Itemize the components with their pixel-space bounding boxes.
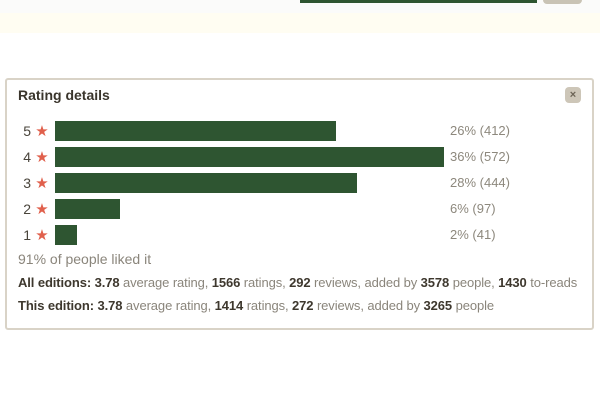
rating-rank: 2 [23, 201, 31, 217]
stat-text: average rating, [122, 298, 215, 313]
stat-value: 1430 [498, 275, 527, 290]
star-icon: ★ [35, 200, 49, 218]
stat-text: people, [449, 275, 499, 290]
star-icon: ★ [35, 148, 49, 166]
liked-summary: 91% of people liked it [18, 251, 152, 267]
rating-bar [55, 173, 358, 193]
cutoff-button-remnant [543, 0, 582, 4]
stat-value: This edition: [18, 298, 94, 313]
all-editions-stats: All editions: 3.78 average rating, 1566 … [18, 275, 577, 290]
rating-count-label: 6% (97) [450, 201, 496, 216]
stat-value: 272 [292, 298, 314, 313]
stat-value: 3265 [423, 298, 453, 313]
cutoff-green-bar-remnant [300, 0, 537, 3]
rating-count-label: 36% (572) [450, 149, 510, 164]
this-edition-stats: This edition: 3.78 average rating, 1414 … [18, 298, 494, 313]
stat-text: ratings, [240, 275, 290, 290]
rating-rank: 4 [23, 149, 31, 165]
stat-value: All editions: [18, 275, 92, 290]
stat-value: 3578 [420, 275, 450, 290]
stat-text: ratings, [243, 298, 293, 313]
ratings-bar-chart: 5 ★ 26% (412) 4 ★ 36% (572) 3 ★ 28% (444) 2 ★ 6% (9… [18, 121, 584, 251]
page-cream-band [0, 13, 600, 33]
stat-text: people [452, 298, 495, 313]
rating-row: 4 ★ 36% (572) [18, 147, 584, 167]
rating-bar [55, 199, 120, 219]
close-icon: × [569, 89, 577, 101]
rating-rank: 3 [23, 175, 31, 191]
stat-value: 3.78 [94, 275, 120, 290]
page-top-band [0, 0, 600, 13]
rating-bar [55, 121, 336, 141]
rating-row: 5 ★ 26% (412) [18, 121, 584, 141]
stat-text: average rating, [119, 275, 212, 290]
rating-rank: 1 [23, 227, 31, 243]
stat-text: to-reads [526, 275, 578, 290]
star-icon: ★ [35, 174, 49, 192]
rating-rank: 5 [23, 123, 31, 139]
stat-value: 1566 [211, 275, 241, 290]
dialog-title: Rating details [18, 87, 110, 103]
rating-count-label: 28% (444) [450, 175, 510, 190]
rating-details-dialog: Rating details × 5 ★ 26% (412) 4 ★ 36% (572) 3… [5, 78, 594, 330]
star-icon: ★ [35, 226, 49, 244]
rating-bar [55, 225, 77, 245]
rating-row: 3 ★ 28% (444) [18, 173, 584, 193]
stat-value: 1414 [214, 298, 244, 313]
rating-row: 2 ★ 6% (97) [18, 199, 584, 219]
star-icon: ★ [35, 122, 49, 140]
rating-count-label: 2% (41) [450, 227, 496, 242]
stat-value: 3.78 [97, 298, 123, 313]
close-button[interactable]: × [565, 87, 581, 103]
stat-text: reviews, added by [313, 298, 424, 313]
rating-count-label: 26% (412) [450, 123, 510, 138]
rating-bar [55, 147, 444, 167]
rating-row: 1 ★ 2% (41) [18, 225, 584, 245]
stat-text: reviews, added by [310, 275, 421, 290]
stat-value: 292 [289, 275, 311, 290]
